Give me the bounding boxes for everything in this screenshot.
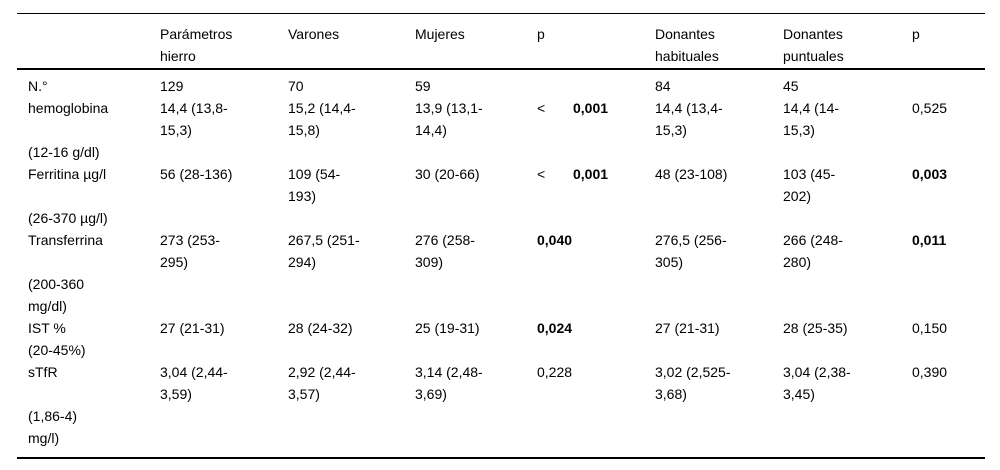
header-cell-empty	[17, 13, 149, 70]
p-value-cell	[526, 69, 644, 97]
value-cell: 70	[288, 78, 304, 94]
p-value-cell: <0,001	[526, 163, 644, 207]
p-value: 0,040	[537, 232, 573, 248]
value-cell: 59	[415, 78, 431, 94]
table-row-range-hemoglobina: (12-16 g/dl)	[17, 141, 985, 163]
row-label: (12-16 g/dl)	[28, 144, 100, 160]
table-row-range-ist: (20-45%)	[17, 339, 985, 361]
p-value-cell: 0,011	[901, 229, 985, 273]
table-row-range-stfr: (1,86-4) mg/l)	[17, 405, 985, 458]
table-row-n: N.° 129 70 59 84 45	[17, 69, 985, 97]
row-label: sTfR	[28, 364, 58, 380]
value-cell: 109 (54- 193)	[288, 166, 341, 204]
table-row-transferrina: Transferrina 273 (253- 295) 267,5 (251- …	[17, 229, 985, 273]
value-cell: 103 (45- 202)	[783, 166, 836, 204]
value-cell: 14,4 (13,8- 15,3)	[160, 100, 228, 138]
header-cell-mujeres: Mujeres	[404, 13, 526, 70]
header-cell-p-sexo: p	[526, 13, 644, 70]
p-value-cell: 0,024	[526, 317, 644, 339]
table-row-ferritina: Ferritina µg/l 56 (28-136) 109 (54- 193)…	[17, 163, 985, 207]
p-value-cell: 0,003	[901, 163, 985, 207]
value-cell: 13,9 (13,1- 14,4)	[415, 100, 483, 138]
value-cell: 3,04 (2,38- 3,45)	[783, 364, 851, 402]
p-value-cell: 0,228	[526, 361, 644, 405]
header-cell-p-tipo: p	[901, 13, 985, 70]
value-cell: 276,5 (256- 305)	[655, 232, 727, 270]
value-cell: 48 (23-108)	[655, 166, 728, 182]
empty-cell	[149, 405, 985, 458]
table-row-range-transferrina: (200-360 mg/dl)	[17, 273, 985, 317]
value-cell: 84	[655, 78, 671, 94]
empty-cell	[149, 273, 985, 317]
table-row-range-ferritina: (26-370 µg/l)	[17, 207, 985, 229]
value-cell: 27 (21-31)	[655, 320, 720, 336]
value-cell: 56 (28-136)	[160, 166, 233, 182]
value-cell: 25 (19-31)	[415, 320, 480, 336]
table-row-stfr: sTfR 3,04 (2,44- 3,59) 2,92 (2,44- 3,57)…	[17, 361, 985, 405]
value-cell: 28 (25-35)	[783, 320, 848, 336]
header-cell-donantes-puntuales: Donantes puntuales	[772, 13, 901, 70]
value-cell: 45	[783, 78, 799, 94]
p-value: 0,390	[912, 364, 948, 380]
p-value: 0,011	[912, 232, 947, 248]
value-cell: 28 (24-32)	[288, 320, 353, 336]
header-cell-varones: Varones	[277, 13, 404, 70]
empty-cell	[149, 207, 985, 229]
value-cell: 14,4 (14- 15,3)	[783, 100, 840, 138]
header-cell-donantes-habituales: Donantes habituales	[644, 13, 772, 70]
header-row: Parámetros hierro Varones Mujeres p Dona…	[17, 13, 985, 70]
row-label: Ferritina µg/l	[28, 166, 107, 182]
row-label: (20-45%)	[28, 342, 86, 358]
p-value-cell: 0,525	[901, 97, 985, 141]
less-than-sign: <	[537, 166, 546, 182]
p-value: 0,228	[537, 364, 573, 380]
value-cell: 267,5 (251- 294)	[288, 232, 360, 270]
row-label: hemoglobina	[28, 100, 109, 116]
header-cell-parametros-hierro: Parámetros hierro	[149, 13, 277, 70]
value-cell: 273 (253- 295)	[160, 232, 220, 270]
less-than-sign: <	[537, 100, 546, 116]
p-value-cell: 0,040	[526, 229, 644, 273]
value-cell: 3,14 (2,48- 3,69)	[415, 364, 483, 402]
p-value-cell: 0,150	[901, 317, 985, 339]
p-value: 0,001	[573, 100, 609, 116]
value-cell: 276 (258- 309)	[415, 232, 475, 270]
p-value-cell	[901, 69, 985, 97]
row-label: (26-370 µg/l)	[28, 210, 108, 226]
value-cell: 2,92 (2,44- 3,57)	[288, 364, 356, 402]
row-label: (200-360 mg/dl)	[28, 276, 85, 314]
value-cell: 15,2 (14,4- 15,8)	[288, 100, 356, 138]
row-label: IST %	[28, 320, 66, 336]
iron-parameters-table-container: Parámetros hierro Varones Mujeres p Dona…	[17, 13, 1000, 459]
value-cell: 3,02 (2,525- 3,68)	[655, 364, 731, 402]
value-cell: 27 (21-31)	[160, 320, 225, 336]
table-row-ist: IST % 27 (21-31) 28 (24-32) 25 (19-31) 0…	[17, 317, 985, 339]
value-cell: 30 (20-66)	[415, 166, 480, 182]
p-value: 0,024	[537, 320, 573, 336]
p-value: 0,525	[912, 100, 948, 116]
value-cell: 266 (248- 280)	[783, 232, 843, 270]
empty-cell	[149, 141, 985, 163]
p-value: 0,150	[912, 320, 948, 336]
value-cell: 129	[160, 78, 184, 94]
value-cell: 3,04 (2,44- 3,59)	[160, 364, 228, 402]
p-value: 0,001	[573, 166, 609, 182]
iron-parameters-table: Parámetros hierro Varones Mujeres p Dona…	[17, 13, 985, 459]
p-value-cell: 0,390	[901, 361, 985, 405]
p-value-cell: <0,001	[526, 97, 644, 141]
row-label: N.°	[28, 78, 48, 94]
row-label: (1,86-4) mg/l)	[28, 408, 78, 446]
value-cell: 14,4 (13,4- 15,3)	[655, 100, 723, 138]
row-label: Transferrina	[28, 232, 103, 248]
empty-cell	[149, 339, 985, 361]
p-value: 0,003	[912, 166, 948, 182]
table-row-hemoglobina: hemoglobina 14,4 (13,8- 15,3) 15,2 (14,4…	[17, 97, 985, 141]
